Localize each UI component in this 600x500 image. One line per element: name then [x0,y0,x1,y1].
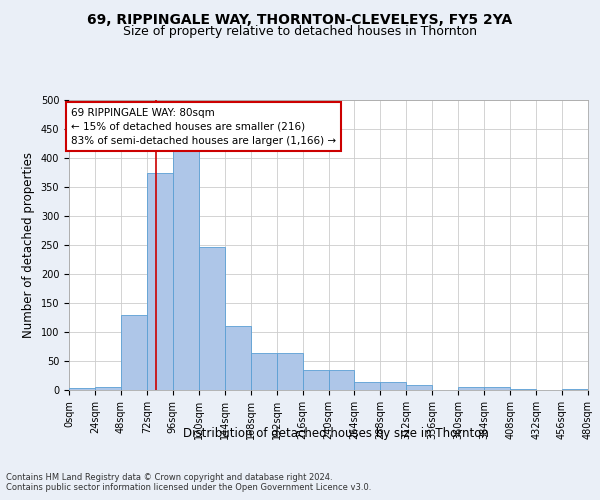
Bar [95,386,121,390]
Bar [484,386,510,390]
Text: Distribution of detached houses by size in Thornton: Distribution of detached houses by size … [183,428,489,440]
Bar [69,388,95,390]
Bar [251,353,277,390]
Text: 69 RIPPINGALE WAY: 80sqm
← 15% of detached houses are smaller (216)
83% of semi-: 69 RIPPINGALE WAY: 80sqm ← 15% of detach… [71,108,336,146]
Text: Size of property relative to detached houses in Thornton: Size of property relative to detached ho… [123,25,477,38]
Bar [329,370,355,390]
Text: Contains HM Land Registry data © Crown copyright and database right 2024.: Contains HM Land Registry data © Crown c… [6,472,332,482]
Y-axis label: Number of detached properties: Number of detached properties [22,152,35,338]
Bar [121,314,147,390]
Bar [355,382,380,390]
Text: Contains public sector information licensed under the Open Government Licence v3: Contains public sector information licen… [6,484,371,492]
Bar [199,248,224,390]
Text: 69, RIPPINGALE WAY, THORNTON-CLEVELEYS, FY5 2YA: 69, RIPPINGALE WAY, THORNTON-CLEVELEYS, … [88,12,512,26]
Bar [277,353,302,390]
Bar [458,386,484,390]
Bar [406,386,432,390]
Bar [302,370,329,390]
Bar [173,150,199,390]
Bar [225,326,251,390]
Bar [147,172,173,390]
Bar [380,382,406,390]
Bar [562,389,588,390]
